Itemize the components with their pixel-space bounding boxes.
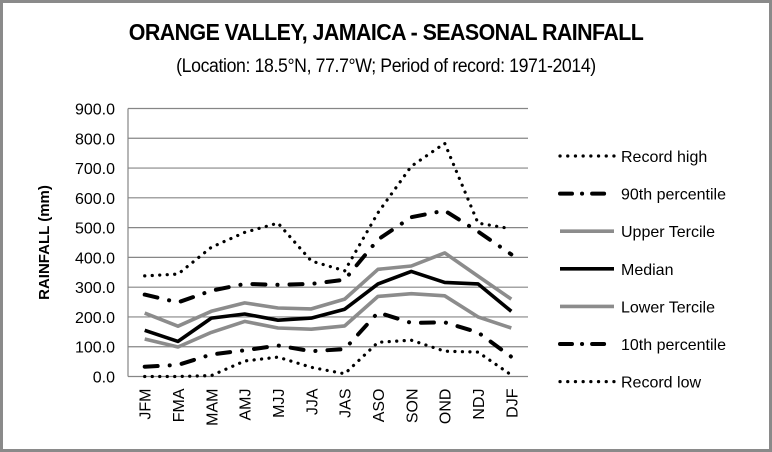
y-tick-label: 400.0 bbox=[75, 250, 115, 267]
series-line-90th-percentile bbox=[142, 208, 514, 305]
y-tick-label: 600.0 bbox=[75, 191, 115, 208]
legend-item: 10th percentile bbox=[558, 337, 726, 354]
x-tick-label: MJJ bbox=[271, 389, 288, 418]
x-tick-label: OND bbox=[438, 389, 455, 425]
legend-label: 10th percentile bbox=[621, 337, 726, 354]
chart-subtitle: (Location: 18.5°N, 77.7°W; Period of rec… bbox=[176, 56, 596, 77]
series-line-10th-percentile bbox=[142, 310, 514, 369]
legend-item: Median bbox=[560, 262, 673, 279]
x-tick-label: JFM bbox=[138, 389, 155, 420]
x-tick-label: JAS bbox=[338, 389, 355, 418]
y-tick-label: 100.0 bbox=[75, 340, 115, 357]
y-tick-label: 800.0 bbox=[75, 131, 115, 148]
legend-label: Lower Tercile bbox=[621, 299, 715, 316]
x-axis-ticks: JFM FMA MAM AMJ MJJ JJA JAS ASO SON OND NDJ DJF bbox=[138, 388, 522, 426]
x-tick-label: NDJ bbox=[471, 389, 488, 420]
series-line-median bbox=[144, 269, 513, 344]
y-tick-label: 300.0 bbox=[75, 280, 115, 297]
legend-item: Upper Tercile bbox=[560, 224, 715, 241]
series-lines bbox=[142, 140, 514, 379]
y-tick-label: 200.0 bbox=[75, 310, 115, 327]
series-line-record-high bbox=[143, 140, 513, 278]
x-tick-label: FMA bbox=[171, 388, 188, 422]
y-tick-label: 900.0 bbox=[75, 102, 115, 119]
legend: Record high 90th percentile Upper Tercile M… bbox=[558, 149, 726, 392]
legend-label: Upper Tercile bbox=[621, 224, 715, 241]
legend-label: Median bbox=[621, 262, 673, 279]
legend-label: 90th percentile bbox=[621, 187, 726, 204]
chart-title: ORANGE VALLEY, JAMAICA - SEASONAL RAINFA… bbox=[128, 19, 644, 45]
y-tick-label: 0.0 bbox=[93, 370, 115, 387]
legend-label: Record low bbox=[621, 375, 701, 392]
y-tick-label: 500.0 bbox=[75, 221, 115, 238]
legend-item: Record low bbox=[558, 375, 701, 392]
x-tick-label: ASO bbox=[371, 389, 388, 423]
series-line-upper-tercile bbox=[144, 251, 513, 329]
x-tick-label: JJA bbox=[304, 388, 321, 415]
x-tick-label: SON bbox=[404, 389, 421, 424]
y-axis-ticks: 0.0 100.0 200.0 300.0 400.0 500.0 600.0 700.0 80… bbox=[75, 102, 115, 387]
x-tick-label: MAM bbox=[204, 389, 221, 426]
x-tick-label: DJF bbox=[504, 388, 521, 418]
legend-item: 90th percentile bbox=[558, 187, 726, 204]
series-line-record-low bbox=[143, 338, 513, 379]
y-tick-label: 700.0 bbox=[75, 161, 115, 178]
y-axis-label: RAINFALL (mm) bbox=[36, 185, 53, 300]
legend-label: Record high bbox=[621, 149, 707, 166]
legend-item: Lower Tercile bbox=[560, 299, 715, 316]
series-line-lower-tercile bbox=[144, 291, 512, 349]
legend-item: Record high bbox=[558, 149, 707, 166]
x-tick-label: AMJ bbox=[238, 389, 255, 421]
